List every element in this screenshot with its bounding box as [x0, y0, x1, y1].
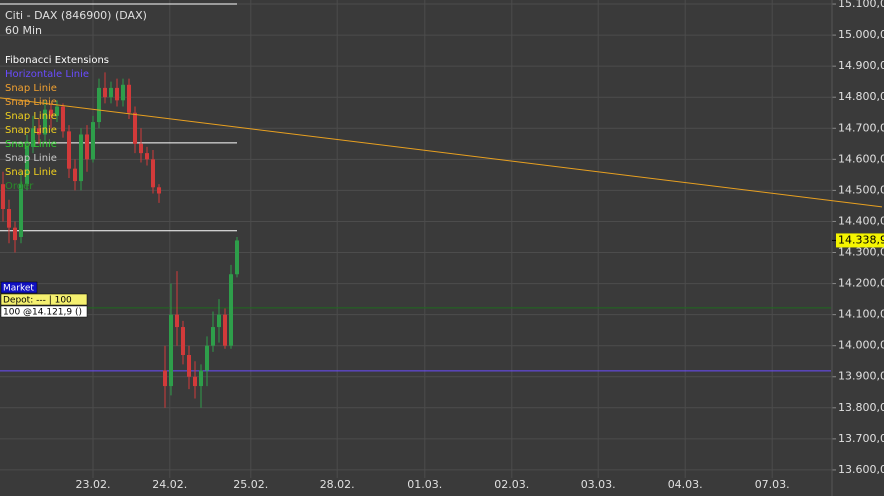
- candle-body: [229, 274, 233, 346]
- candle-body: [169, 314, 173, 387]
- order-box: [0, 281, 38, 294]
- x-tick-label: 03.03.: [581, 478, 616, 491]
- candle-body: [235, 240, 239, 275]
- candle-body: [55, 106, 59, 116]
- order-text: Market: [3, 284, 34, 294]
- candle-body: [25, 146, 29, 185]
- candle-body: [139, 143, 143, 154]
- candle-body: [85, 134, 89, 160]
- candle-body: [121, 84, 125, 101]
- order-box: [0, 293, 88, 306]
- y-tick-label: 13.900,0: [838, 370, 884, 383]
- y-tick-label: 14.900,0: [838, 59, 884, 72]
- x-tick-label: 25.02.: [233, 478, 268, 491]
- legend-entry: Snap Linie: [5, 97, 57, 108]
- y-tick-label: 14.000,0: [838, 339, 884, 352]
- candle-body: [217, 314, 221, 328]
- legend: Fibonacci Extensions Horizontale Linie Sna…: [5, 55, 109, 192]
- y-tick-label: 14.500,0: [838, 183, 884, 196]
- candle-body: [175, 314, 179, 328]
- x-tick-label: 24.02.: [152, 478, 187, 491]
- candle-body: [187, 355, 191, 377]
- candle-body: [67, 131, 71, 169]
- candle-body: [127, 84, 131, 113]
- legend-entry: Snap Linie: [5, 125, 57, 136]
- candle-body: [163, 370, 167, 387]
- legend-entry: Snap Linie: [5, 153, 57, 164]
- candle-body: [31, 128, 35, 147]
- candle-body: [19, 184, 23, 237]
- x-tick-label: 02.03.: [494, 478, 529, 491]
- y-tick-label: 13.600,0: [838, 463, 884, 476]
- candle-body: [1, 184, 5, 210]
- x-tick-label: 04.03.: [668, 478, 703, 491]
- candle-body: [193, 376, 197, 387]
- legend-entry: Horizontale Linie: [5, 69, 89, 80]
- x-tick-label: 07.03.: [755, 478, 790, 491]
- candle-body: [13, 227, 17, 241]
- candle-body: [61, 106, 65, 132]
- candle-body: [91, 122, 95, 160]
- candle-body: [157, 187, 161, 194]
- candle-body: [205, 345, 209, 371]
- candle-body: [73, 168, 77, 182]
- order-box: [0, 305, 88, 318]
- legend-entry: Fibonacci Extensions: [5, 55, 109, 66]
- y-tick-label: 14.300,0: [838, 246, 884, 259]
- candle-body: [103, 87, 107, 98]
- y-tick-label: 15.000,0: [838, 28, 884, 41]
- y-tick-label: 14.800,0: [838, 90, 884, 103]
- candle-body: [211, 327, 215, 346]
- order-text: Depot: --- | 100: [3, 296, 72, 306]
- y-tick-label: 14.400,0: [838, 214, 884, 227]
- last-price-label: 14.338,9: [838, 233, 884, 246]
- y-tick-label: 14.100,0: [838, 308, 884, 321]
- candle-body: [109, 87, 113, 98]
- x-tick-label: 01.03.: [407, 478, 442, 491]
- candle-body: [49, 109, 53, 116]
- y-tick-label: 14.200,0: [838, 277, 884, 290]
- y-tick-label: 15.100,0: [838, 0, 884, 10]
- candle-body: [133, 112, 137, 144]
- legend-entry: Snap Linie: [5, 83, 57, 94]
- candle-body: [151, 159, 155, 188]
- chart-subtitle: 60 Min: [5, 24, 42, 37]
- chart-title: Citi - DAX (846900) (DAX): [5, 9, 147, 22]
- legend-entry: Order: [5, 181, 34, 192]
- candle-body: [79, 134, 83, 182]
- candle-body: [145, 153, 149, 160]
- candle-body: [115, 87, 119, 101]
- last-price-box: [836, 233, 884, 248]
- order-text: 100 @14.121,9 (): [3, 308, 82, 318]
- legend-entry: Snap Linie: [5, 111, 57, 122]
- x-tick-label: 23.02.: [76, 478, 111, 491]
- candle-body: [7, 209, 11, 228]
- y-tick-label: 14.700,0: [838, 121, 884, 134]
- candle-body: [223, 314, 227, 346]
- trend-line: [0, 97, 883, 208]
- x-tick-label: 28.02.: [320, 478, 355, 491]
- y-tick-label: 14.600,0: [838, 152, 884, 165]
- candle-body: [181, 327, 185, 356]
- candle-body: [37, 128, 41, 135]
- y-tick-label: 13.700,0: [838, 432, 884, 445]
- candle-body: [43, 109, 47, 135]
- legend-entry: Snap Linie: [5, 167, 57, 178]
- y-tick-label: 13.800,0: [838, 401, 884, 414]
- legend-entry: Snap Linie: [5, 139, 57, 150]
- candle-body: [97, 87, 101, 123]
- candle-body: [199, 370, 203, 387]
